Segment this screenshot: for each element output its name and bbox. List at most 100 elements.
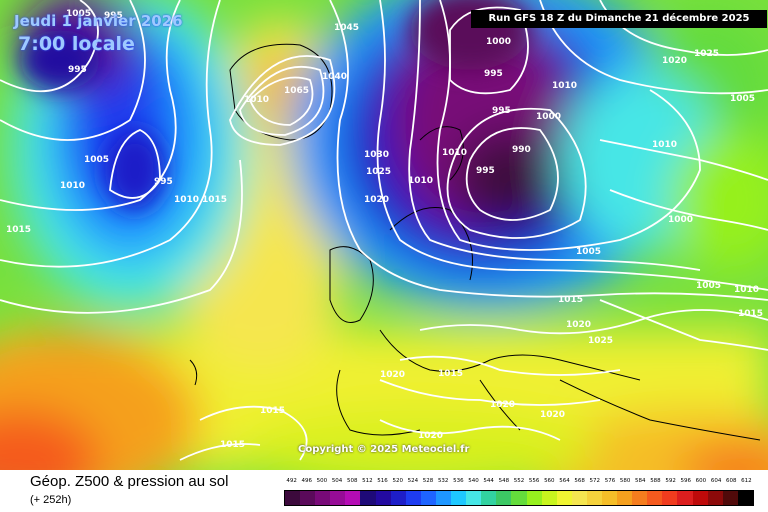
contour-label: 1015	[558, 295, 583, 305]
contour-labels: 995 1005 995 1010 1005 1010 995 1010 101…	[6, 9, 763, 450]
scale-tick-label: 612	[741, 478, 752, 484]
scale-swatch	[541, 491, 557, 505]
contour-label: 1020	[566, 320, 591, 330]
contour-label: 1040	[322, 72, 347, 82]
scale-swatch	[345, 491, 361, 505]
contour-label: 1015	[260, 406, 285, 416]
contour-label: 1010	[408, 176, 433, 186]
scale-tick-label: 552	[513, 478, 525, 484]
contour-label: 1015	[438, 369, 463, 379]
scale-swatch	[511, 491, 527, 505]
contour-label: 995	[476, 166, 495, 176]
scale-tick-label: 572	[589, 478, 601, 484]
contour-label: 1020	[380, 370, 405, 380]
scale-swatch	[375, 491, 391, 505]
scale-swatch	[707, 491, 723, 505]
contour-label: 1010	[60, 181, 85, 191]
scale-tick-label: 584	[635, 478, 646, 484]
isobars	[0, 0, 768, 461]
contour-label: 1015	[220, 440, 245, 450]
scale-tick-label: 524	[407, 478, 419, 484]
scale-swatch	[722, 491, 738, 505]
map-canvas: 995 1005 995 1010 1005 1010 995 1010 101…	[0, 0, 768, 470]
contour-label: 995	[104, 11, 123, 21]
scale-tick-label: 500	[316, 478, 328, 484]
scale-tick-label: 492	[286, 478, 297, 484]
contour-label: 1015	[202, 195, 227, 205]
forecast-time: 7:00 locale	[18, 33, 135, 55]
contour-label: 1065	[284, 86, 309, 96]
contour-label: 1005	[66, 9, 91, 19]
scale-swatch	[662, 491, 678, 505]
scale-swatch	[556, 491, 572, 505]
scale-swatch	[526, 491, 542, 505]
contour-label: 1010	[174, 195, 199, 205]
scale-tick-label: 568	[574, 478, 585, 484]
scale-tick-label: 600	[695, 478, 707, 484]
contour-label: 1020	[662, 56, 687, 66]
scale-swatch	[692, 491, 708, 505]
scale-swatch	[360, 491, 376, 505]
scale-tick-label: 508	[346, 478, 358, 484]
contour-label: 1005	[696, 281, 721, 291]
scale-tick-label: 544	[483, 478, 494, 484]
weather-map: 995 1005 995 1010 1005 1010 995 1010 101…	[0, 0, 768, 470]
scale-tick-label: 608	[726, 478, 737, 484]
coastlines	[189, 43, 761, 441]
contour-label: 1025	[694, 49, 719, 59]
scale-tick-label: 536	[453, 478, 464, 484]
scale-tick-label: 564	[559, 478, 570, 484]
contour-label: 1045	[334, 23, 359, 33]
scale-tick-label: 604	[710, 478, 722, 484]
scale-swatch	[315, 491, 331, 505]
contour-label: 995	[68, 65, 87, 75]
color-scale: 492 496 500 504 508 512 516 520 524 528 532 536 540 5…	[284, 478, 754, 508]
scale-swatch	[285, 491, 301, 505]
contour-label: 1005	[730, 94, 755, 104]
forecast-offset: (+ 252h)	[30, 494, 72, 506]
contour-label: 1020	[418, 431, 443, 441]
contour-label: 1030	[364, 150, 389, 160]
scale-tick-label: 548	[498, 478, 510, 484]
scale-tick-label: 580	[619, 478, 631, 484]
forecast-date: Jeudi 1 janvier 2026	[14, 12, 183, 30]
contour-label: 1010	[244, 95, 269, 105]
scale-swatch	[677, 491, 693, 505]
scale-tick-label: 496	[301, 478, 312, 484]
contour-label: 995	[492, 106, 511, 116]
scale-tick-label: 576	[604, 478, 616, 484]
contour-label: 995	[484, 69, 503, 79]
scale-tick-label: 504	[331, 478, 343, 484]
scale-swatch	[586, 491, 602, 505]
contour-label: 1005	[576, 247, 601, 257]
contour-label: 1000	[536, 112, 561, 122]
contour-label: 1020	[540, 410, 565, 420]
scale-swatch	[632, 491, 648, 505]
scale-swatch	[435, 491, 452, 505]
scale-tick-label: 588	[650, 478, 661, 484]
contour-label: 1015	[6, 225, 31, 235]
contour-label: 1010	[652, 140, 677, 150]
scale-swatch	[617, 491, 633, 505]
scale-tick-label: 528	[422, 478, 434, 484]
scale-swatch	[390, 491, 406, 505]
copyright: Copyright © 2025 Meteociel.fr	[298, 444, 470, 455]
scale-tick-label: 532	[437, 478, 449, 484]
scale-swatch	[647, 491, 663, 505]
scale-swatch	[571, 491, 587, 505]
scale-tick-label: 520	[392, 478, 403, 484]
map-title: Géop. Z500 & pression au sol	[30, 473, 229, 490]
scale-tick-label: 560	[544, 478, 555, 484]
scale-tick-label: 556	[528, 478, 540, 484]
scale-swatch	[737, 491, 753, 505]
scale-ticks: 492 496 500 504 508 512 516 520 524 528 532 536 540 5…	[284, 478, 754, 488]
scale-tick-label: 516	[377, 478, 388, 484]
scale-bar	[284, 490, 754, 506]
contour-label: 1010	[442, 148, 467, 158]
contour-label: 1020	[490, 400, 515, 410]
contour-label: 1020	[364, 195, 389, 205]
scale-tick-label: 596	[680, 478, 692, 484]
scale-swatch	[451, 491, 467, 505]
scale-tick-label: 540	[468, 478, 479, 484]
scale-swatch	[601, 491, 618, 505]
